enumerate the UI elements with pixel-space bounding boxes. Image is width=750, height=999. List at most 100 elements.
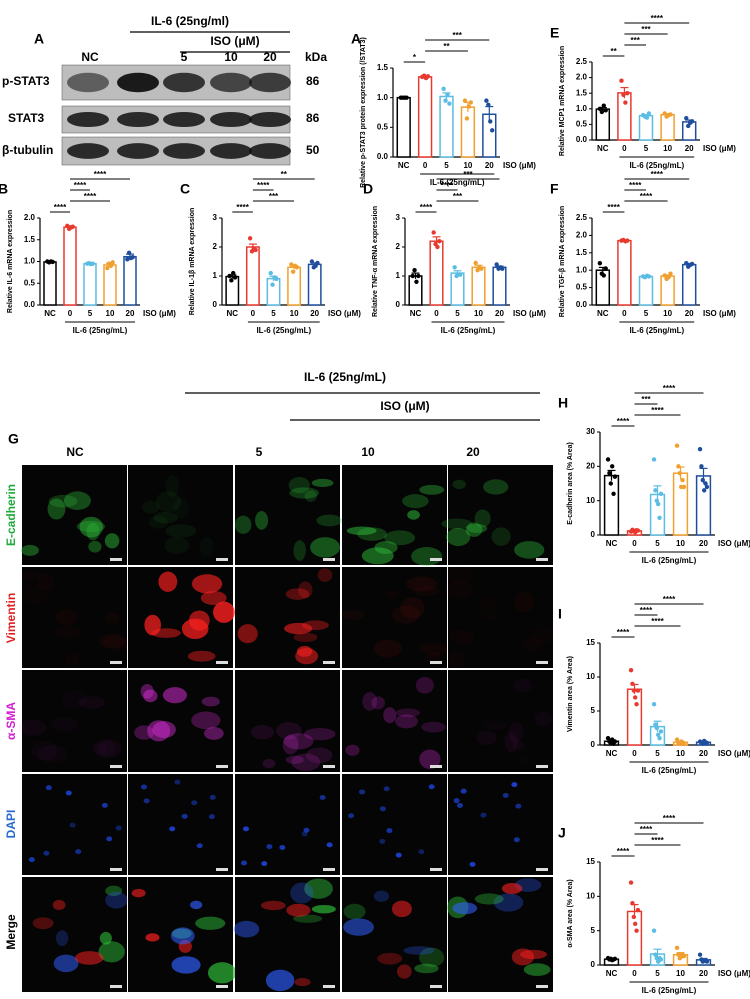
y-tick-label: 2.0 [576, 231, 588, 240]
data-point [658, 957, 664, 962]
cell [294, 978, 311, 987]
cell [63, 491, 91, 510]
data-point [684, 261, 689, 266]
x-axis-label: ISO (μM) [503, 161, 536, 170]
y-tick-label: 2 [396, 242, 401, 251]
cell [279, 844, 286, 850]
x-tick-label: NC [44, 309, 56, 318]
x-tick-label: 0 [622, 309, 627, 318]
data-point [274, 276, 279, 282]
cell [466, 523, 488, 533]
bar [103, 264, 117, 306]
cell [421, 721, 446, 733]
data-point [605, 736, 611, 741]
data-point [657, 736, 662, 741]
group-label: IL-6 (25ng/mL) [441, 326, 496, 335]
significance-label: **** [441, 181, 454, 190]
cell [134, 725, 155, 740]
group-label: IL-6 (25ng/mL) [642, 766, 697, 775]
cell [164, 537, 190, 554]
cell [66, 653, 80, 667]
bar [429, 240, 444, 306]
significance-label: **** [651, 406, 664, 415]
y-tick-label: 1 [396, 271, 401, 280]
cell [55, 609, 78, 626]
row-label: DAPI [4, 810, 18, 839]
data-point [437, 239, 442, 244]
cell [153, 512, 178, 524]
data-point [125, 257, 130, 262]
cell [243, 826, 250, 832]
y-tick-label: 1.0 [24, 257, 36, 266]
y-tick-label: 10 [586, 672, 595, 681]
cell [51, 717, 78, 732]
cell [419, 749, 441, 770]
cell [446, 527, 471, 547]
scale-bar [216, 985, 228, 988]
scale-bar [216, 661, 228, 664]
y-tick-label: 0.5 [576, 283, 588, 292]
treatment-label: IL-6 (25ng/mL) [304, 370, 386, 384]
micrograph [128, 465, 233, 565]
cell [317, 568, 333, 582]
data-point [473, 260, 478, 266]
cell [415, 677, 434, 694]
cell [75, 849, 82, 855]
y-axis-label: Vimentin area (% Area) [567, 656, 574, 732]
treatment-label: IL-6 (25ng/ml) [151, 14, 229, 28]
bar [638, 275, 654, 306]
bar [460, 106, 476, 158]
cell [190, 900, 203, 910]
group-label: IL-6 (25ng/mL) [629, 326, 684, 335]
cell [469, 861, 476, 867]
bar [617, 92, 632, 141]
cell [523, 963, 551, 976]
blot-band [67, 143, 109, 159]
y-tick-label: 3 [213, 213, 218, 222]
y-tick-label: 15 [586, 638, 595, 647]
data-point [677, 471, 683, 476]
data-point [651, 928, 657, 933]
data-point [625, 238, 630, 243]
row-label: Merge [4, 914, 18, 950]
data-point [697, 446, 703, 452]
x-tick-label: 0 [632, 539, 637, 548]
data-point [651, 702, 657, 707]
cell [403, 946, 435, 955]
data-point [657, 515, 662, 521]
y-axis-label: α-SMA area (% Area) [567, 879, 574, 947]
cell [474, 893, 504, 905]
cell [250, 725, 275, 740]
significance-label: **** [617, 628, 630, 637]
x-tick-label: 0 [68, 309, 73, 318]
scale-bar [536, 661, 548, 664]
x-tick-label: 10 [676, 969, 685, 978]
cell [152, 721, 176, 739]
x-axis-label: ISO (μM) [328, 309, 361, 318]
cell [52, 899, 66, 911]
cell [303, 827, 310, 833]
data-point [435, 244, 440, 250]
cell [311, 904, 336, 914]
cell [386, 828, 393, 834]
x-axis-label: ISO (μM) [703, 309, 736, 318]
cell [286, 903, 311, 917]
cell [383, 707, 397, 724]
kda-label: 86 [306, 111, 320, 125]
data-point [410, 273, 415, 279]
lane-label: 5 [181, 50, 188, 64]
data-point [623, 100, 628, 105]
x-tick-label: 5 [455, 309, 460, 318]
cell [341, 609, 365, 620]
data-point [635, 528, 641, 533]
data-point [607, 471, 612, 476]
significance-label: **** [651, 617, 664, 626]
data-point [268, 270, 273, 276]
cell [55, 930, 69, 947]
cell [395, 708, 421, 718]
x-axis-label: ISO (μM) [143, 309, 176, 318]
micrograph [448, 465, 553, 565]
cell [265, 969, 295, 992]
cell [131, 888, 146, 898]
cell [505, 733, 518, 753]
